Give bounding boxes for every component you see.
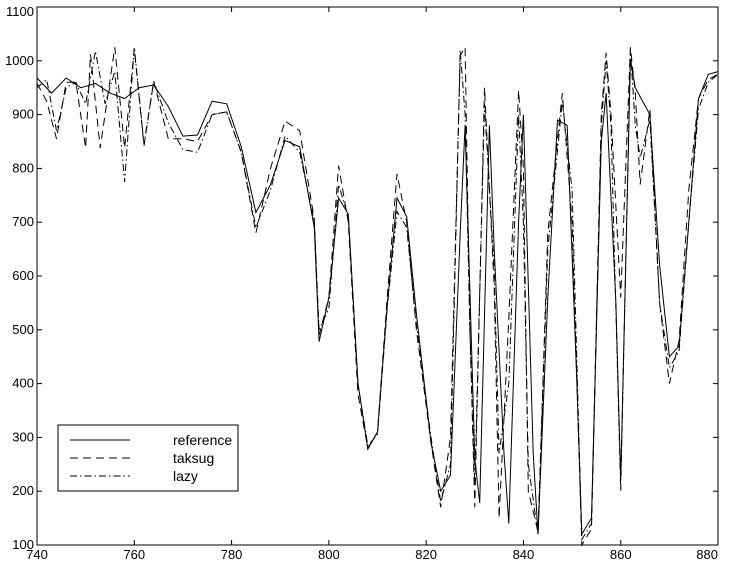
y-tick-label: 500 bbox=[12, 322, 34, 337]
x-tick-label: 780 bbox=[221, 547, 243, 562]
x-tick-label: 840 bbox=[513, 547, 535, 562]
series-layer bbox=[36, 45, 719, 547]
x-tick-label: 880 bbox=[696, 547, 718, 562]
series-line-lazy bbox=[36, 47, 719, 542]
x-tick-label: 800 bbox=[318, 547, 340, 562]
y-tick-label: 800 bbox=[12, 160, 34, 175]
y-tick-label: 100 bbox=[12, 537, 34, 552]
x-tick-label: 740 bbox=[26, 547, 48, 562]
y-tick-label: 1000 bbox=[5, 53, 34, 68]
y-tick-label: 400 bbox=[12, 376, 34, 391]
legend-label-taksug: taksug bbox=[173, 450, 214, 466]
legend-label-lazy: lazy bbox=[173, 468, 198, 484]
y-tick-label: 200 bbox=[12, 483, 34, 498]
y-tick-label: 600 bbox=[12, 268, 34, 283]
axes-layer: 740 760 780 800 820 840 860 880 100 200 300 400 500 6… bbox=[5, 4, 719, 562]
x-tick-label: 820 bbox=[415, 547, 437, 562]
y-tick-label: 900 bbox=[12, 107, 34, 122]
legend: reference taksug lazy bbox=[57, 424, 239, 492]
y-tick-label: 700 bbox=[12, 214, 34, 229]
x-tick-label: 860 bbox=[610, 547, 632, 562]
y-tick-label: 300 bbox=[12, 429, 34, 444]
x-tick-label: 760 bbox=[123, 547, 145, 562]
legend-label-reference: reference bbox=[173, 432, 232, 448]
y-tick-label: 1100 bbox=[6, 4, 34, 19]
